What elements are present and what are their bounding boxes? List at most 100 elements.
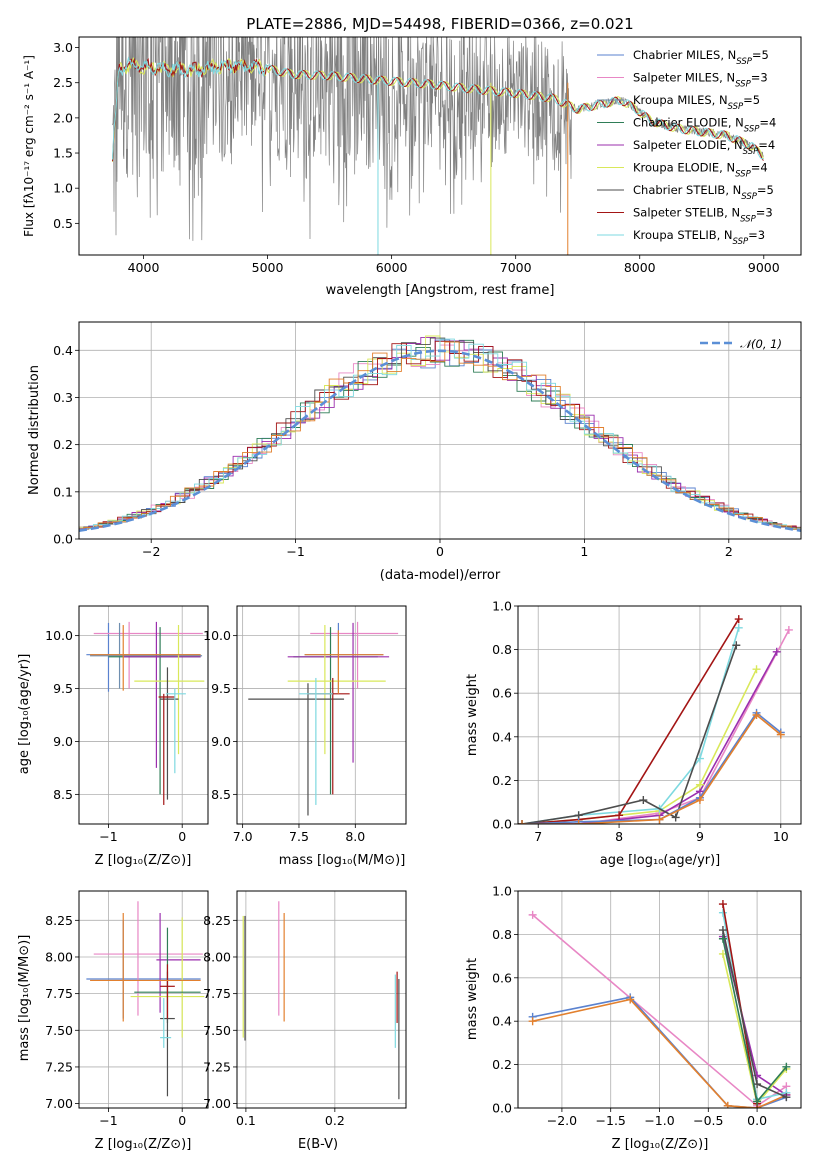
y-tick-label: 1.0 bbox=[492, 884, 512, 899]
legend-count: =4 bbox=[758, 138, 775, 152]
weight-marker bbox=[615, 811, 624, 820]
y-tick-label: 10.0 bbox=[45, 628, 73, 643]
errorbars bbox=[86, 901, 205, 1097]
y-tick-label: 7.00 bbox=[45, 1096, 73, 1111]
legend-subscript: SSP bbox=[728, 102, 744, 112]
histograms bbox=[79, 335, 801, 532]
y-tick-label: 0.5 bbox=[53, 216, 73, 231]
errorbars bbox=[242, 901, 400, 1100]
model-spectrum bbox=[112, 56, 764, 160]
y-tick-label: 2.5 bbox=[53, 75, 73, 90]
y-tick-label: 3.0 bbox=[53, 40, 73, 55]
axes-frame bbox=[78, 36, 802, 256]
y-tick-label: 8.5 bbox=[53, 787, 73, 802]
x-tick-label: 7.0 bbox=[233, 829, 253, 844]
y-tick-label: 9.0 bbox=[211, 734, 231, 749]
weight-vs-metallicity-panel: −2.0 −1.5 −1.0 −0.5 0.0 0.0 0.2 0.4 0.6 0.8 1.0 bbox=[492, 884, 802, 1128]
axes-frame bbox=[78, 890, 209, 1109]
y-tick-label: 0.1 bbox=[53, 484, 73, 499]
ageM-x-label: mass [log₁₀(M/M⊙)] bbox=[279, 853, 406, 868]
chart-title: PLATE=2886, MJD=54498, FIBERID=0366, z=0… bbox=[246, 15, 633, 33]
y-tick-label: 0.8 bbox=[492, 927, 512, 942]
x-tick-label: −1 bbox=[286, 544, 304, 559]
weight-marker bbox=[723, 1101, 732, 1108]
legend-subscript: SSP bbox=[741, 192, 757, 202]
y-tick-label: 0.3 bbox=[53, 390, 73, 405]
legend-subscript: SSP bbox=[743, 147, 759, 157]
x-tick-label: 10 bbox=[773, 829, 789, 844]
legend-count: =3 bbox=[751, 71, 768, 85]
x-tick-label: 0.1 bbox=[236, 1113, 256, 1128]
x-tick-label: 9 bbox=[696, 829, 704, 844]
weight-lines bbox=[518, 615, 793, 824]
wZ-y-label: mass weight bbox=[465, 958, 480, 1040]
axes-frame bbox=[78, 605, 209, 825]
x-tick-label: 1 bbox=[580, 544, 588, 559]
mass-vs-extinction-panel: 0.1 0.2 7.00 7.25 7.50 7.75 8.00 8.25 bbox=[203, 890, 407, 1128]
x-tick-label: 7.5 bbox=[289, 829, 309, 844]
axes-frame bbox=[236, 890, 407, 1109]
spectrum-panel: 4000 5000 6000 7000 8000 9000 0.5 1.0 1.5 2.0 2.5 3… bbox=[53, 36, 802, 275]
age-vs-mass-panel: 7.0 7.5 8.0 8.5 9.0 9.5 10.0 bbox=[203, 605, 407, 844]
wZ-x-label: Z [log₁₀(Z/Z⊙)] bbox=[612, 1137, 709, 1152]
axes-frame bbox=[78, 321, 802, 540]
legend-subscript: SSP bbox=[744, 125, 760, 135]
ageZ-y-label: age [log₁₀(age/yr)] bbox=[17, 654, 32, 775]
weight-marker bbox=[528, 910, 537, 919]
weight-vs-age-panel: 7 8 9 10 0.0 0.2 0.4 0.6 0.8 1.0 bbox=[492, 599, 802, 844]
weight-marker bbox=[518, 820, 527, 824]
weight-marker bbox=[782, 1062, 791, 1071]
wAge-y-label: mass weight bbox=[465, 674, 480, 756]
weight-marker bbox=[752, 665, 761, 674]
y-tick-label: 2.0 bbox=[53, 110, 73, 125]
y-tick-label: 0.0 bbox=[492, 1101, 512, 1116]
y-tick-label: 9.0 bbox=[53, 734, 73, 749]
legend-count: =3 bbox=[748, 228, 765, 242]
weight-marker bbox=[574, 820, 583, 824]
y-tick-label: 1.0 bbox=[492, 599, 512, 614]
weight-marker bbox=[695, 796, 704, 805]
model-spectrum bbox=[112, 57, 764, 162]
y-tick-label: 0.2 bbox=[492, 773, 512, 788]
x-tick-label: 8.0 bbox=[345, 829, 365, 844]
weight-marker bbox=[776, 730, 785, 739]
weight-marker bbox=[695, 780, 704, 789]
x-tick-label: 0 bbox=[178, 829, 186, 844]
mass-vs-metallicity-panel: −1 0 7.00 7.25 7.50 7.75 8.00 8.25 bbox=[45, 890, 209, 1128]
x-tick-label: −2 bbox=[142, 544, 160, 559]
wAge-x-label: age [log₁₀(age/yr)] bbox=[600, 853, 721, 868]
weight-marker bbox=[753, 1097, 762, 1106]
weight-marker bbox=[655, 815, 664, 824]
massZ-y-label: mass [log₁₀(M/M⊙)] bbox=[17, 935, 32, 1062]
weight-marker bbox=[718, 908, 727, 917]
legend-subscript: SSP bbox=[740, 215, 756, 225]
legend-subscript: SSP bbox=[735, 170, 751, 180]
spectrum-y-label: Flux [fλ10⁻¹⁷ erg cm⁻² s⁻¹ A⁻¹] bbox=[22, 55, 36, 237]
y-tick-label: 1.0 bbox=[53, 181, 73, 196]
weight-marker bbox=[772, 647, 781, 656]
weight-marker bbox=[732, 641, 741, 650]
y-tick-label: 8.25 bbox=[203, 913, 231, 928]
x-tick-label: 6000 bbox=[376, 260, 408, 275]
histogram-y-label: Normed distribution bbox=[27, 365, 42, 495]
x-tick-label: −1 bbox=[99, 1113, 117, 1128]
weight-marker bbox=[734, 623, 743, 632]
legend-count: =4 bbox=[751, 161, 768, 175]
legend-subscript: SSP bbox=[735, 80, 751, 90]
y-tick-label: 0.4 bbox=[53, 343, 73, 358]
legend-subscript: SSP bbox=[733, 237, 749, 247]
axes-frame bbox=[517, 605, 802, 825]
y-tick-label: 1.5 bbox=[53, 146, 73, 161]
y-tick-label: 10.0 bbox=[203, 628, 231, 643]
x-tick-label: 7000 bbox=[500, 260, 532, 275]
x-tick-label: 0 bbox=[178, 1113, 186, 1128]
errorbars bbox=[248, 621, 399, 816]
y-tick-label: 0.4 bbox=[492, 1014, 512, 1029]
residual-histogram-panel: −2 −1 0 1 2 0.0 0.1 0.2 0.3 0.4 𝒩(0, 1) bbox=[53, 321, 802, 559]
legend-count: =4 bbox=[759, 116, 776, 130]
spectrum-lines bbox=[112, 37, 764, 255]
weight-marker bbox=[718, 900, 727, 909]
weight-marker bbox=[718, 926, 727, 935]
x-tick-label: 0.0 bbox=[747, 1113, 767, 1128]
